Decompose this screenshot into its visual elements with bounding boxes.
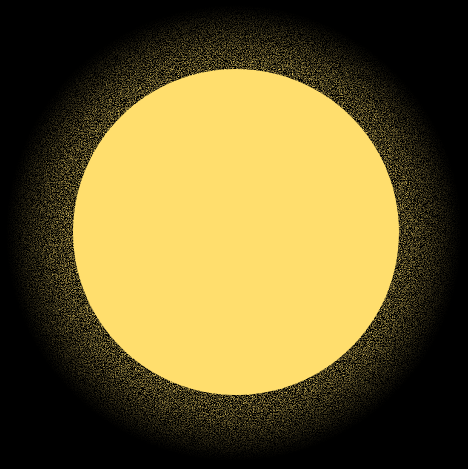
solid-disc <box>73 69 399 395</box>
